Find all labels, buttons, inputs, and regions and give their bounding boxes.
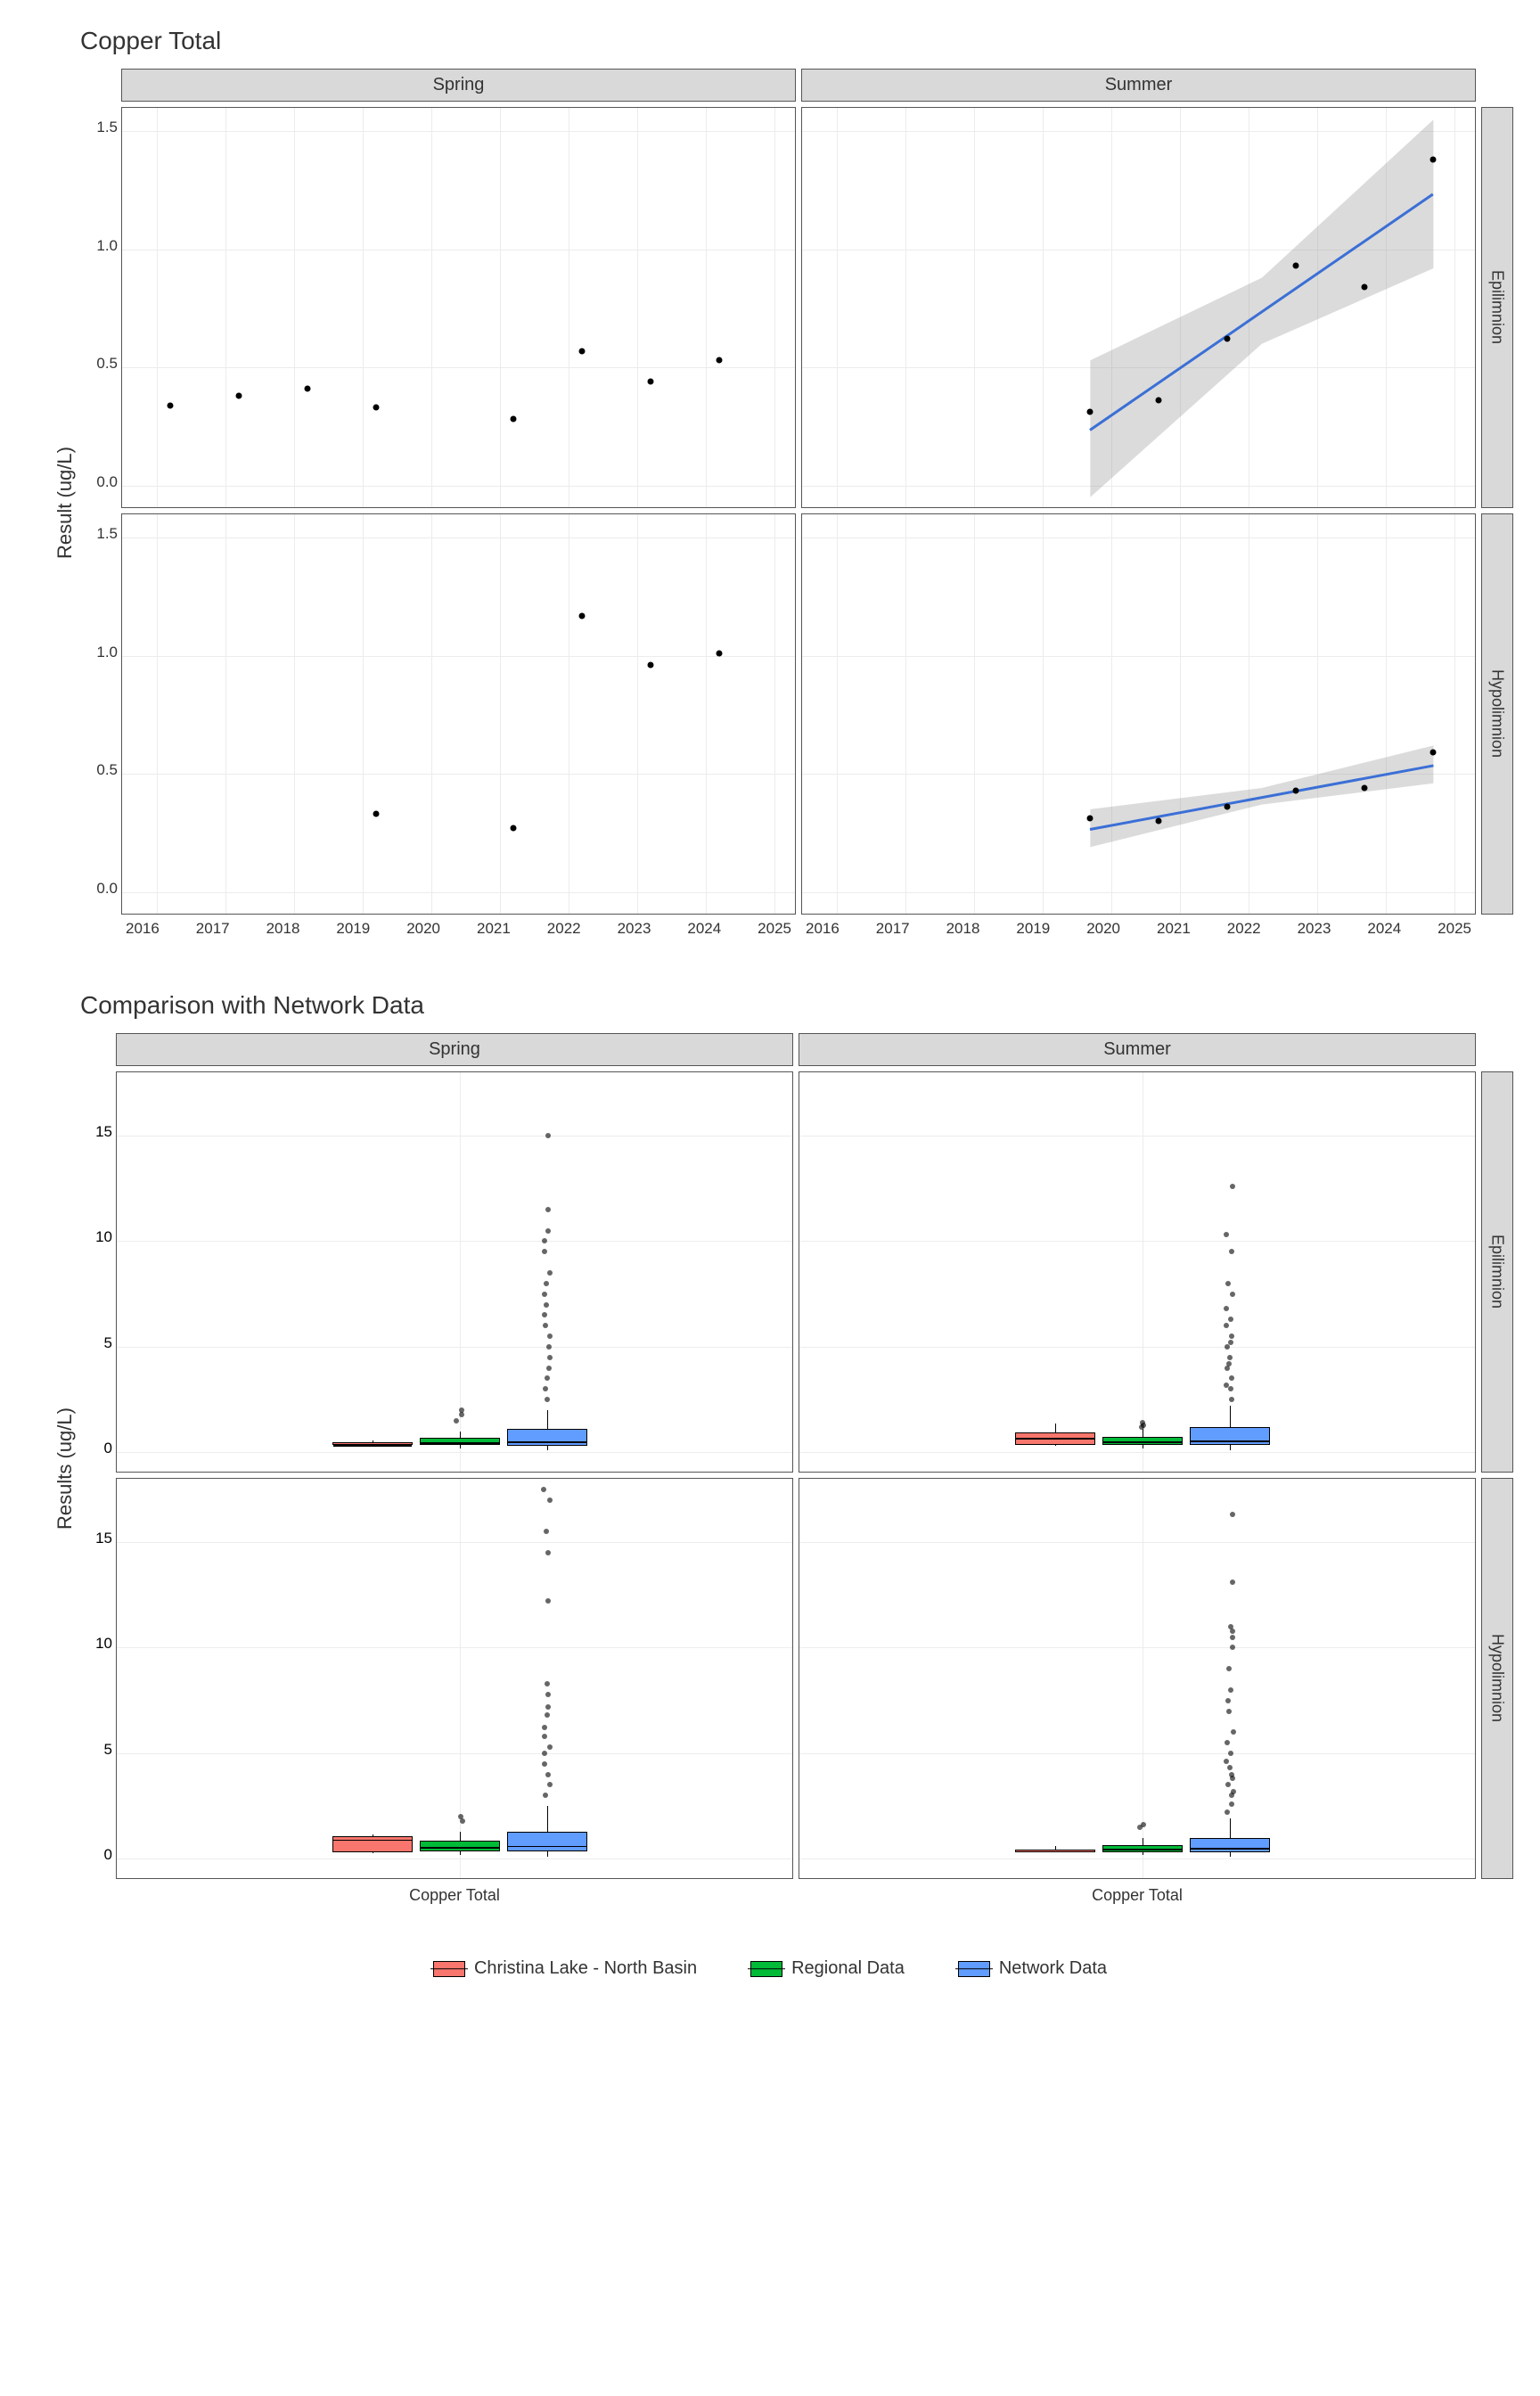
legend-item: Regional Data xyxy=(750,1958,905,1979)
chart1-ylabel: Result (ug/L) xyxy=(45,69,86,938)
panel-spring_epi xyxy=(116,1071,793,1473)
legend-item: Christina Lake - North Basin xyxy=(433,1958,697,1979)
chart2-title: Comparison with Network Data xyxy=(80,991,1513,1020)
panel-summer_hypo xyxy=(799,1478,1476,1879)
panel-summer_epi xyxy=(801,107,1476,508)
panel-summer_hypo xyxy=(801,513,1476,915)
col-header: Summer xyxy=(799,1033,1476,1066)
panel-spring_hypo xyxy=(116,1478,793,1879)
row-header: Hypolimnion xyxy=(1481,1478,1513,1879)
col-header: Spring xyxy=(116,1033,793,1066)
legend-item: Network Data xyxy=(958,1958,1107,1979)
panel-summer_epi xyxy=(799,1071,1476,1473)
panel-spring_hypo xyxy=(121,513,796,915)
chart1-title: Copper Total xyxy=(80,27,1513,55)
row-header: Hypolimnion xyxy=(1481,513,1513,915)
panel-spring_epi xyxy=(121,107,796,508)
col-header: Summer xyxy=(801,69,1476,102)
legend: Christina Lake - North Basin Regional Dat… xyxy=(27,1958,1513,1979)
x-category: Copper Total xyxy=(116,1886,793,1905)
x-category: Copper Total xyxy=(799,1886,1476,1905)
chart2-ylabel: Results (ug/L) xyxy=(45,1033,86,1905)
row-header: Epilimnion xyxy=(1481,1071,1513,1473)
comparison-chart: Comparison with Network Data Results (ug… xyxy=(27,991,1513,1905)
row-header: Epilimnion xyxy=(1481,107,1513,508)
copper-total-chart: Copper Total Result (ug/L) 0.00.51.01.50… xyxy=(27,27,1513,938)
col-header: Spring xyxy=(121,69,796,102)
